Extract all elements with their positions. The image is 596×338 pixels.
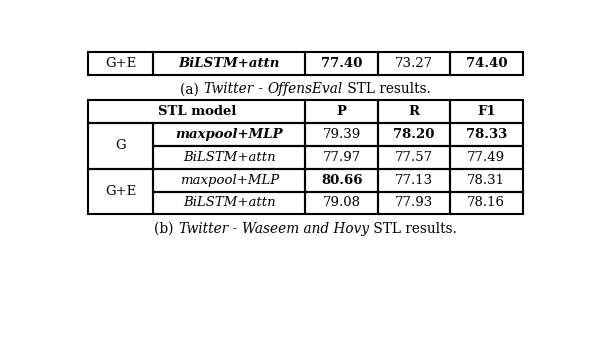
Bar (450, 123, 523, 146)
Text: 78.16: 78.16 (467, 196, 505, 210)
Bar (450, 52, 523, 75)
Text: maxpool+MLP: maxpool+MLP (176, 128, 283, 141)
Text: 77.40: 77.40 (321, 57, 362, 70)
Text: 73.27: 73.27 (395, 57, 433, 70)
Bar (305, 169, 378, 192)
Bar (378, 169, 450, 192)
Text: 78.33: 78.33 (465, 128, 507, 141)
Text: G+E: G+E (105, 57, 136, 70)
Bar (88, 169, 154, 214)
Text: 78.20: 78.20 (393, 128, 434, 141)
Text: Twitter: Twitter (204, 82, 254, 96)
Bar (154, 192, 305, 214)
Text: 77.97: 77.97 (322, 151, 361, 164)
Text: STL results.: STL results. (343, 82, 430, 96)
Text: F1: F1 (477, 105, 496, 118)
Bar (450, 192, 523, 214)
Bar (305, 52, 378, 75)
Bar (378, 192, 450, 214)
Text: Twitter: Twitter (178, 222, 228, 236)
Text: 78.31: 78.31 (467, 173, 505, 187)
Text: (b): (b) (154, 222, 178, 236)
Text: 77.13: 77.13 (395, 173, 433, 187)
Text: R: R (408, 105, 420, 118)
Text: BiLSTM+attn: BiLSTM+attn (183, 196, 276, 210)
Bar (378, 123, 450, 146)
Text: -: - (254, 82, 268, 96)
Bar (378, 146, 450, 169)
Text: (a): (a) (181, 82, 204, 96)
Text: STL model: STL model (158, 105, 236, 118)
Text: BiLSTM+attn: BiLSTM+attn (183, 151, 276, 164)
Text: STL results.: STL results. (369, 222, 457, 236)
Text: Waseem and Hovy: Waseem and Hovy (242, 222, 369, 236)
Bar (154, 169, 305, 192)
Bar (88, 123, 154, 169)
Bar (450, 100, 523, 123)
Text: 77.57: 77.57 (395, 151, 433, 164)
Bar (305, 146, 378, 169)
Bar (305, 123, 378, 146)
Bar (305, 192, 378, 214)
Bar (88, 100, 305, 123)
Text: 77.93: 77.93 (395, 196, 433, 210)
Bar (378, 52, 450, 75)
Bar (154, 146, 305, 169)
Text: G+E: G+E (105, 185, 136, 198)
Text: 79.39: 79.39 (322, 128, 361, 141)
Bar (305, 100, 378, 123)
Text: 77.49: 77.49 (467, 151, 505, 164)
Text: 80.66: 80.66 (321, 173, 362, 187)
Bar (154, 123, 305, 146)
Text: G: G (116, 139, 126, 152)
Text: OffensEval: OffensEval (268, 82, 343, 96)
Bar (378, 100, 450, 123)
Text: BiLSTM+attn: BiLSTM+attn (179, 57, 280, 70)
Bar (154, 52, 305, 75)
Text: -: - (228, 222, 242, 236)
Bar (88, 52, 154, 75)
Bar (450, 146, 523, 169)
Bar (450, 169, 523, 192)
Text: maxpool+MLP: maxpool+MLP (180, 173, 279, 187)
Text: P: P (337, 105, 347, 118)
Text: 79.08: 79.08 (322, 196, 361, 210)
Text: 74.40: 74.40 (465, 57, 507, 70)
